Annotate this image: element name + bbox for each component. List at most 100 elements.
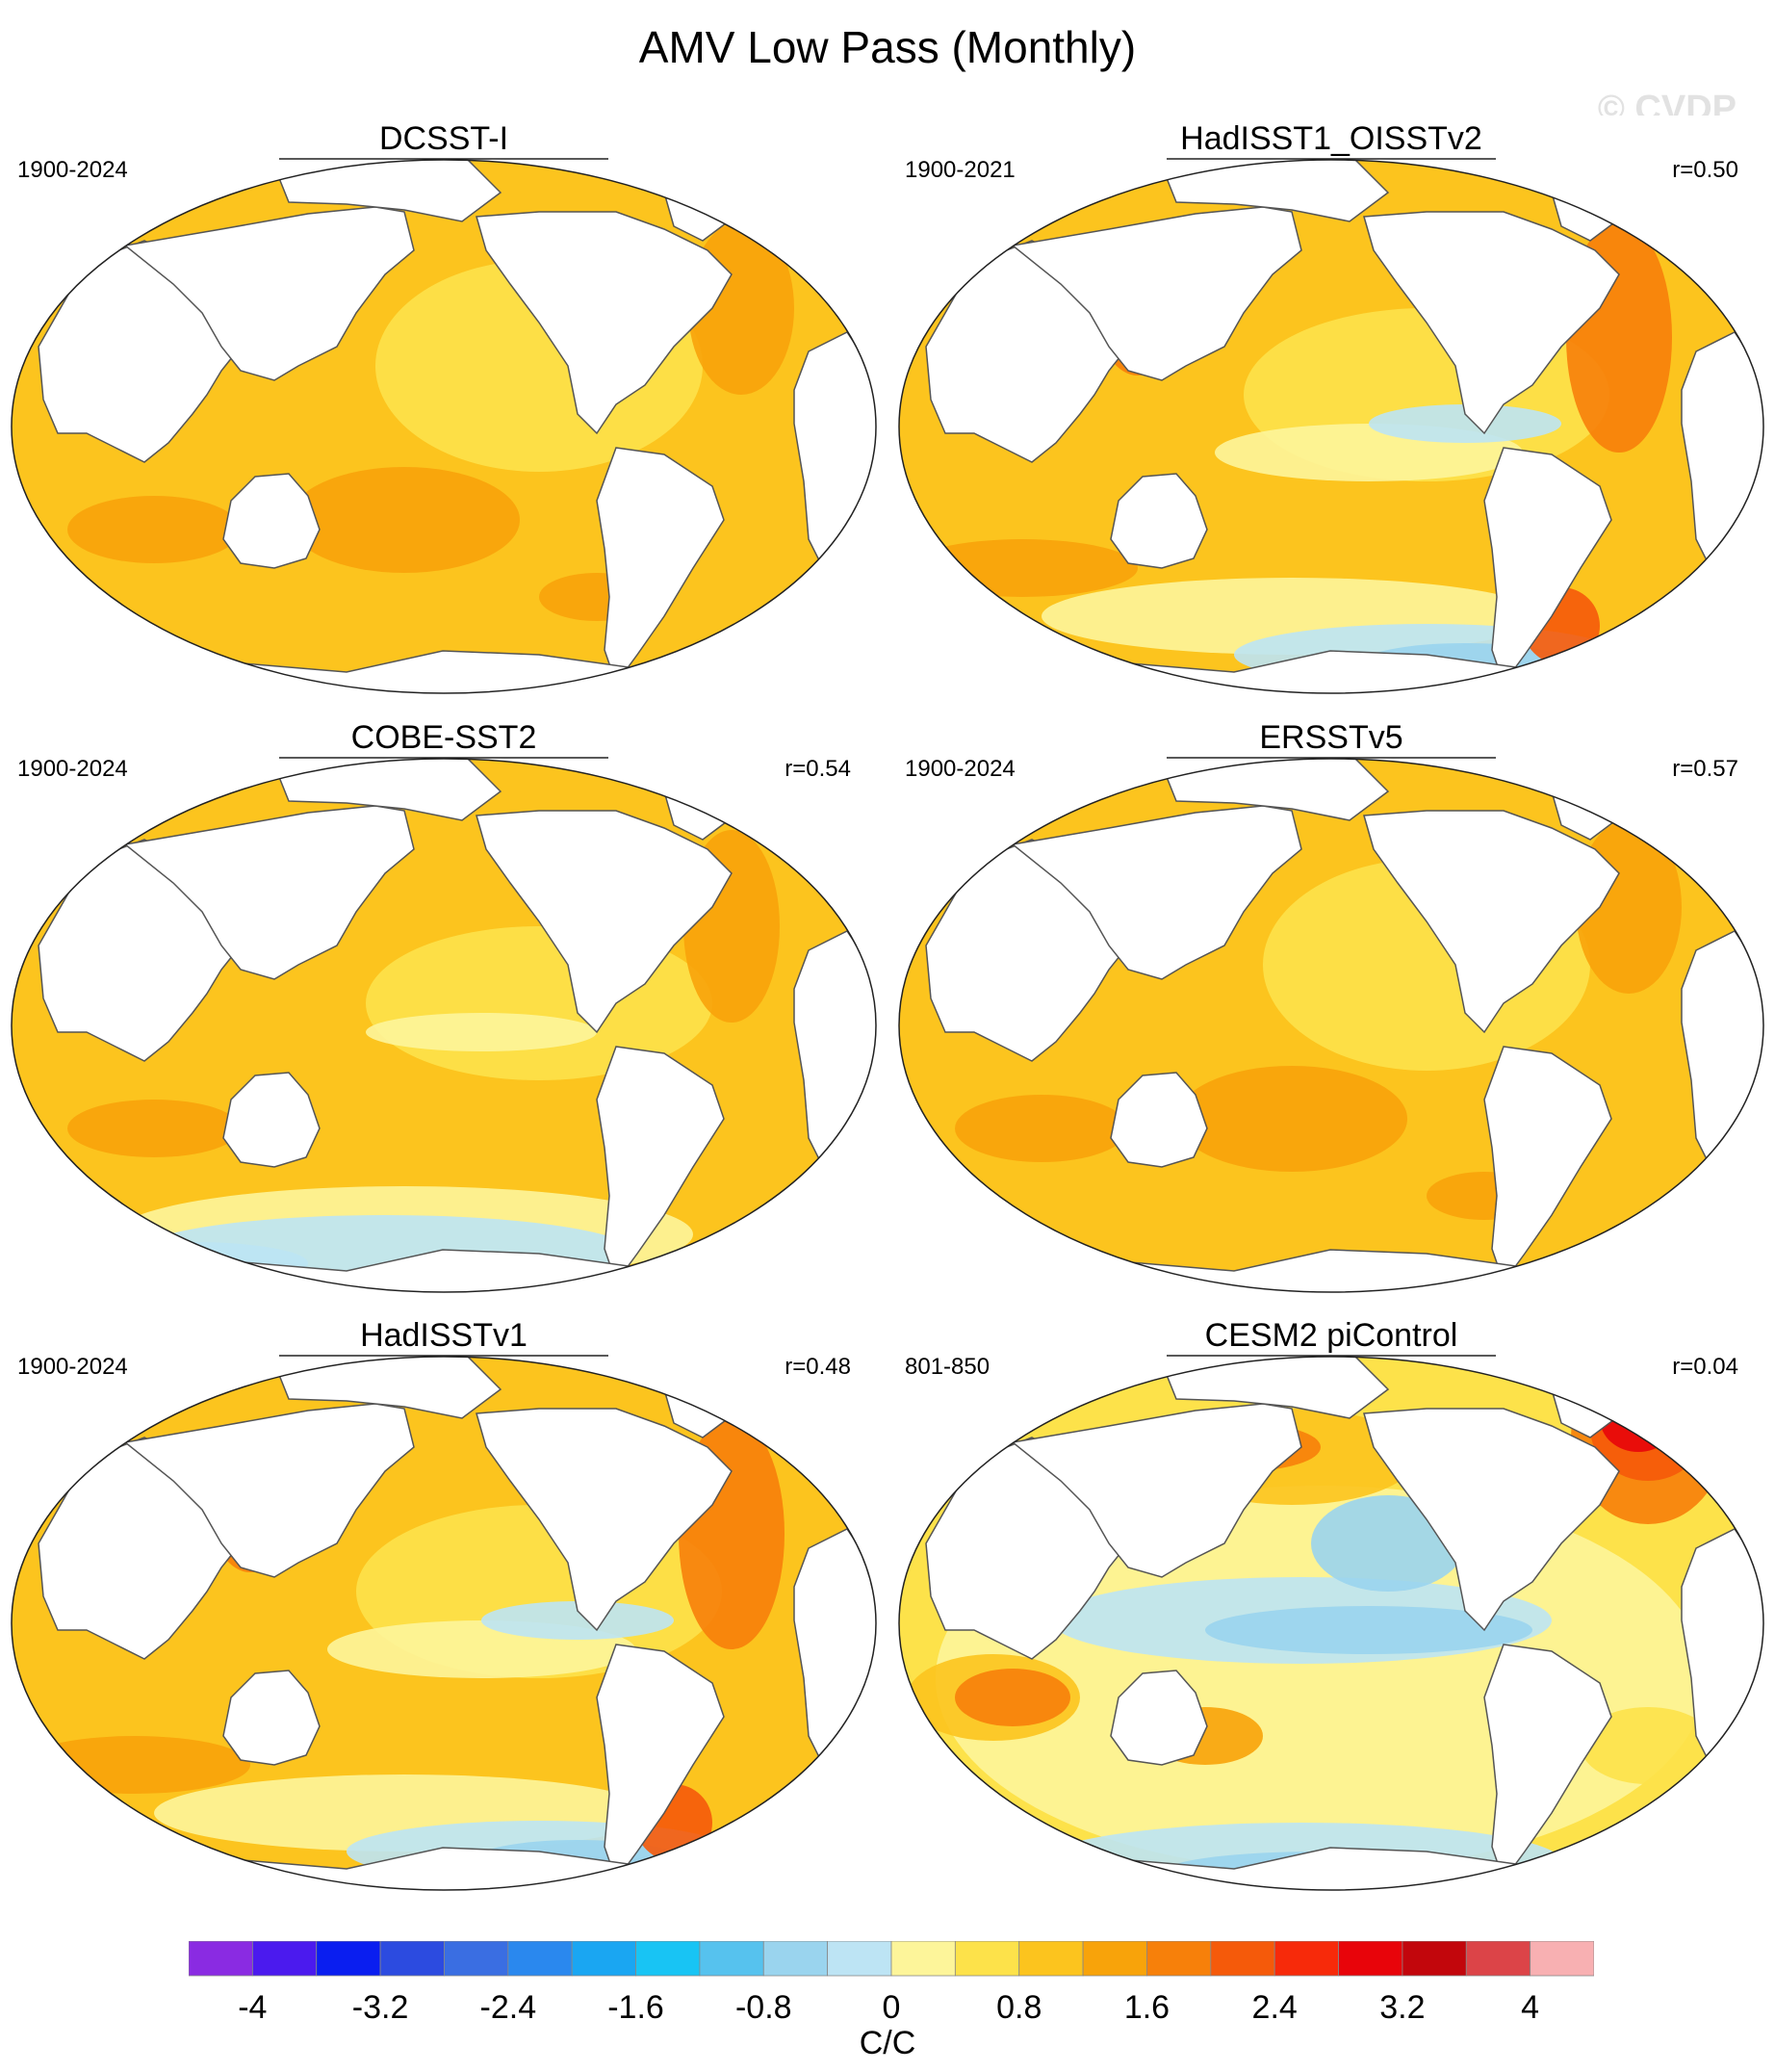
land-samerica xyxy=(596,1046,725,1284)
panel-correlation: r=0.04 xyxy=(1672,1354,1738,1380)
colorbar-swatch xyxy=(251,1941,318,1977)
sst-anomaly-patch xyxy=(366,1013,597,1051)
colorbar-swatch xyxy=(316,1941,381,1977)
panel-period: 1900-2024 xyxy=(17,756,128,782)
panel-title: DCSST-I xyxy=(378,120,509,157)
colorbar: -4 -3.2 -2.4 -1.6 -0.8 0 0.8 1.6 2.4 3.2 4 xyxy=(189,1941,1594,2026)
panel-title: CESM2 piControl xyxy=(1204,1317,1458,1354)
sst-map xyxy=(888,714,1775,1293)
panel-title: COBE-SST2 xyxy=(350,719,537,756)
colorbar-swatch xyxy=(1018,1941,1084,1977)
sst-anomaly-patch xyxy=(809,1774,876,1832)
colorbar-swatch xyxy=(1402,1941,1467,1977)
land-asiaE xyxy=(1011,805,1302,980)
land-samerica xyxy=(596,1644,725,1882)
land-antarctica xyxy=(982,1847,1756,1890)
sst-anomaly-patch xyxy=(77,1242,308,1284)
panel-correlation: r=0.50 xyxy=(1672,157,1738,183)
panel-period: 1900-2024 xyxy=(17,1354,128,1380)
land-asiaE xyxy=(1011,1403,1302,1578)
map-outline xyxy=(898,758,1764,1293)
map-panel: CESM2 piControl 801-850 r=0.04 xyxy=(888,1312,1775,1909)
panel-title: HadISST1_OISSTv2 xyxy=(1180,120,1482,157)
panel-correlation: r=0.48 xyxy=(785,1354,851,1380)
sst-anomaly-patch xyxy=(1205,1606,1532,1654)
land-samerica xyxy=(1483,1046,1612,1284)
land-asiaE xyxy=(123,1403,415,1578)
colorbar-swatch xyxy=(954,1941,1020,1977)
panel-title: HadISSTv1 xyxy=(360,1317,527,1354)
colorbar-tick-label: -3.2 xyxy=(352,1989,409,2026)
sst-map xyxy=(888,1312,1775,1891)
land-australia xyxy=(1110,1072,1208,1168)
land-asiaE xyxy=(123,206,415,381)
land-australia xyxy=(222,1072,321,1168)
colorbar-tick-label: -0.8 xyxy=(735,1989,792,2026)
sst-anomaly-patch xyxy=(481,1601,674,1640)
sst-anomaly-patch xyxy=(19,1736,250,1794)
land-australia xyxy=(1110,473,1208,569)
map-panel: HadISST1_OISSTv2 1900-2021 r=0.50 xyxy=(888,116,1775,712)
sst-anomaly-patch xyxy=(1369,404,1561,443)
colorbar-swatch xyxy=(1338,1941,1403,1977)
sst-map xyxy=(888,116,1775,694)
map-outline xyxy=(11,758,877,1293)
land-namerica xyxy=(1363,211,1620,435)
colorbar-swatch xyxy=(571,1941,636,1977)
panel-correlation: r=0.57 xyxy=(1672,756,1738,782)
colorbar-tick-label: -2.4 xyxy=(480,1989,537,2026)
land-namerica xyxy=(476,211,733,435)
land-asiaE xyxy=(1011,206,1302,381)
colorbar-swatch xyxy=(827,1941,892,1977)
colorbar-swatch xyxy=(1530,1941,1594,1977)
sst-anomaly-patch xyxy=(67,496,241,563)
panel-period: 801-850 xyxy=(905,1354,990,1380)
sst-map xyxy=(0,116,888,694)
map-outline xyxy=(11,1356,877,1891)
colorbar-swatch xyxy=(1146,1941,1212,1977)
colorbar-swatch xyxy=(189,1941,253,1977)
land-samerica xyxy=(596,447,725,686)
sst-anomaly-patch xyxy=(955,1669,1070,1726)
colorbar-swatch xyxy=(1210,1941,1275,1977)
colorbar-tick-label: 0.8 xyxy=(996,1989,1042,2026)
sst-anomaly-patch xyxy=(907,539,1138,597)
colorbar-swatch xyxy=(635,1941,701,1977)
figure-title: AMV Low Pass (Monthly) xyxy=(638,22,1137,72)
sst-anomaly-patch xyxy=(289,467,520,573)
land-antarctica xyxy=(94,1847,868,1890)
colorbar-tick-label: 2.4 xyxy=(1252,1989,1298,2026)
panel-period: 1900-2024 xyxy=(17,157,128,183)
map-panel: HadISSTv1 1900-2024 r=0.48 xyxy=(0,1312,888,1909)
land-antarctica xyxy=(982,650,1756,693)
land-samerica xyxy=(1483,1644,1612,1882)
sst-anomaly-patch xyxy=(955,1095,1128,1162)
colorbar-swatch xyxy=(699,1941,764,1977)
colorbar-units: C/C xyxy=(859,2025,916,2061)
land-australia xyxy=(222,1670,321,1766)
colorbar-swatch xyxy=(444,1941,509,1977)
sst-anomaly-patch xyxy=(1581,1707,1715,1784)
land-australia xyxy=(222,473,321,569)
colorbar-swatch xyxy=(1273,1941,1339,1977)
colorbar-swatch xyxy=(1082,1941,1147,1977)
panel-title: ERSSTv5 xyxy=(1259,719,1403,756)
colorbar-swatch xyxy=(379,1941,445,1977)
land-antarctica xyxy=(94,650,868,693)
colorbar-swatch xyxy=(1465,1941,1531,1977)
sst-anomaly-patch xyxy=(1696,578,1763,635)
colorbar-tick-label: 0 xyxy=(883,1989,901,2026)
colorbar-tick-label: 3.2 xyxy=(1379,1989,1425,2026)
sst-anomaly-patch xyxy=(1176,1066,1407,1172)
land-asiaE xyxy=(123,805,415,980)
colorbar-tick-label: -1.6 xyxy=(607,1989,664,2026)
land-namerica xyxy=(476,810,733,1034)
colorbar-swatch xyxy=(890,1941,956,1977)
land-antarctica xyxy=(94,1249,868,1292)
colorbar-tick-label: 4 xyxy=(1521,1989,1539,2026)
panel-period: 1900-2021 xyxy=(905,157,1016,183)
map-panel: DCSST-I 1900-2024 xyxy=(0,116,888,712)
sst-anomaly-patch xyxy=(67,1100,241,1157)
land-namerica xyxy=(1363,810,1620,1034)
land-namerica xyxy=(1363,1408,1620,1632)
